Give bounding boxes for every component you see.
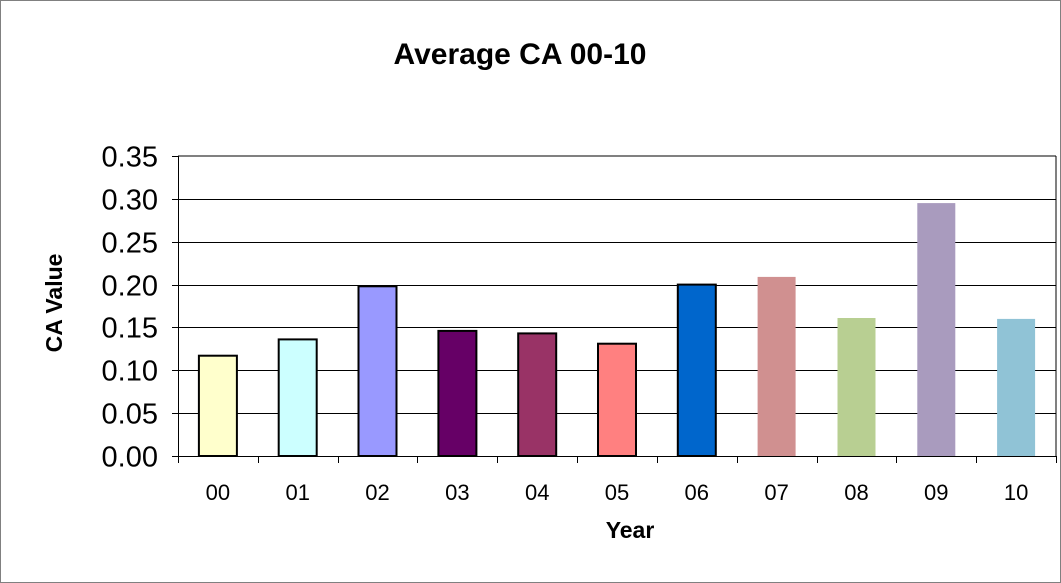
y-tick-label: 0.15 (102, 313, 158, 345)
y-tick-label: 0.10 (102, 356, 158, 388)
bar-09 (917, 203, 956, 456)
y-tick-label: 0.35 (102, 142, 158, 174)
bar-02 (357, 285, 398, 457)
y-tick-label: 0.25 (102, 228, 158, 260)
bar-03 (437, 329, 478, 457)
bar-06 (676, 283, 717, 457)
x-tick-label: 06 (685, 480, 709, 505)
bar-04 (517, 332, 558, 457)
x-tick-label: 02 (365, 480, 389, 505)
axes (172, 156, 1057, 463)
x-axis-title: Year (606, 517, 655, 543)
chart-title: Average CA 00-10 (394, 38, 647, 71)
x-tick-label: 10 (1004, 480, 1028, 505)
y-tick-label: 0.30 (102, 185, 158, 217)
x-tick-label: 05 (605, 480, 629, 505)
y-tick-label: 0.05 (102, 399, 158, 431)
y-tick-label: 0.00 (102, 442, 158, 474)
y-axis-tick-labels: 0.00 0.05 0.10 0.15 0.20 0.25 0.30 0.35 (102, 142, 158, 474)
bar-08 (837, 318, 876, 456)
bar-00 (197, 354, 238, 458)
x-tick-label: 01 (285, 480, 309, 505)
y-axis-title: CA Value (41, 254, 67, 353)
x-tick-label: 00 (206, 480, 230, 505)
x-axis-tick-labels: 00 01 02 03 04 05 06 07 08 09 10 (206, 480, 1029, 505)
y-tick-label: 0.20 (102, 271, 158, 303)
gridlines (178, 155, 1057, 456)
bars (197, 203, 1036, 458)
bar-10 (997, 318, 1036, 456)
x-tick-label: 08 (844, 480, 868, 505)
x-tick-label: 04 (525, 480, 549, 505)
bar-05 (597, 342, 637, 458)
bar-01 (277, 338, 318, 457)
x-tick-label: 09 (924, 480, 948, 505)
x-tick-label: 07 (764, 480, 788, 505)
bar-07 (757, 276, 796, 456)
x-tick-label: 03 (445, 480, 469, 505)
